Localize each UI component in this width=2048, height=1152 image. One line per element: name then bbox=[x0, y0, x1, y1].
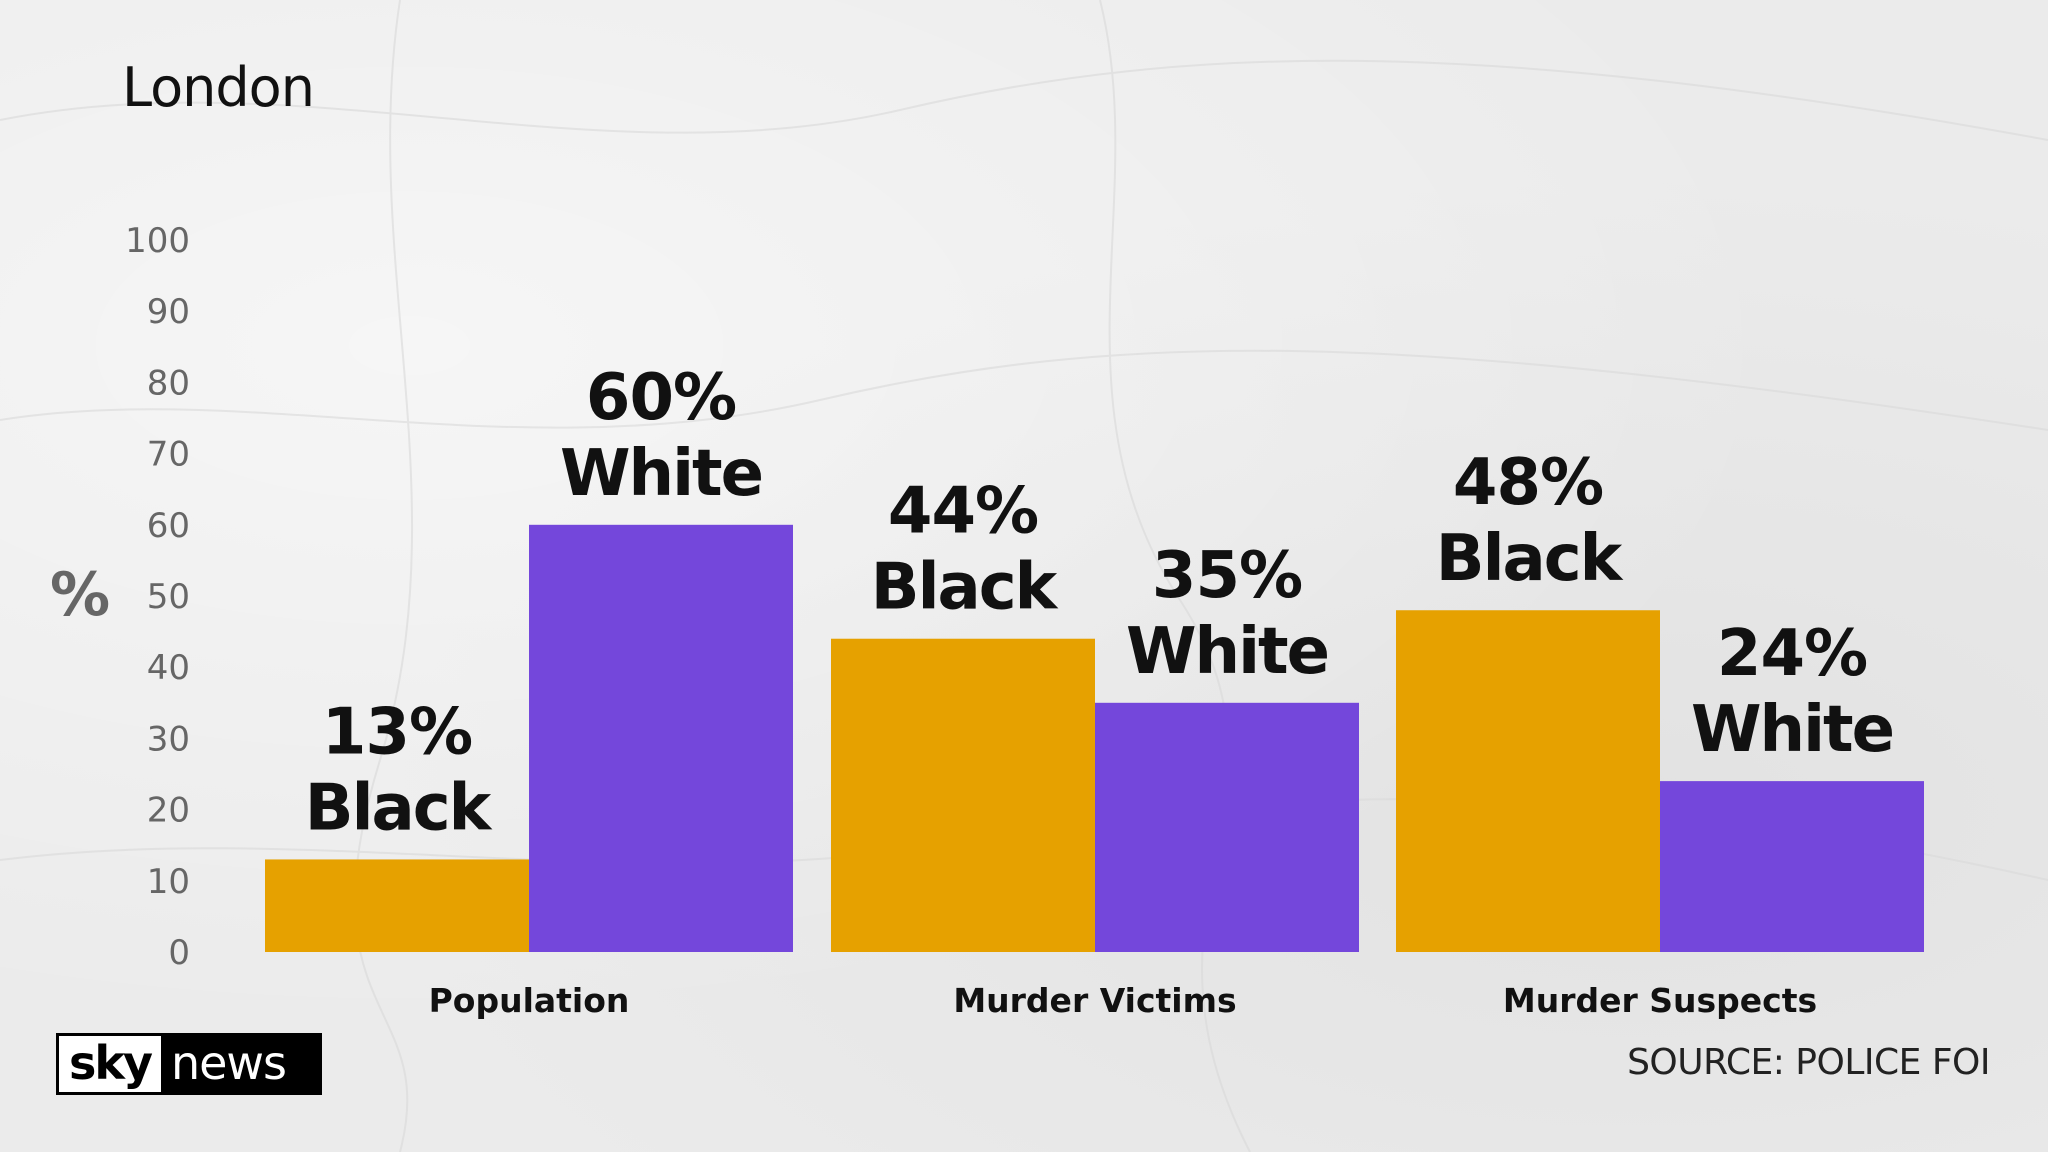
data-label-value: 13% bbox=[322, 695, 472, 769]
bars bbox=[265, 524, 1924, 952]
data-label-value: 60% bbox=[586, 361, 736, 435]
y-tick-label: 70 bbox=[147, 435, 190, 475]
y-axis: 0 10 20 30 40 50 60 70 80 90 100% bbox=[50, 221, 190, 973]
x-category-label: Population bbox=[429, 981, 630, 1020]
y-tick-label: 10 bbox=[147, 862, 190, 902]
logo-news: news bbox=[160, 1036, 319, 1092]
data-label-series: Black bbox=[1436, 522, 1624, 596]
data-label-value: 48% bbox=[1453, 446, 1603, 520]
bar-white-0 bbox=[529, 524, 793, 952]
bar-black-0 bbox=[265, 859, 529, 952]
x-axis: Population Murder Victims Murder Suspects bbox=[429, 981, 1818, 1020]
y-tick-label: 0 bbox=[168, 933, 190, 973]
y-tick-label: 100 bbox=[125, 221, 190, 261]
data-label-series: White bbox=[560, 437, 762, 511]
sky-news-logo: sky news bbox=[56, 1033, 322, 1095]
y-tick-label: 90 bbox=[147, 292, 190, 332]
bar-white-1 bbox=[1095, 702, 1359, 952]
x-category-label: Murder Victims bbox=[953, 981, 1236, 1020]
x-category-label: Murder Suspects bbox=[1503, 981, 1817, 1020]
data-label-value: 44% bbox=[888, 475, 1038, 549]
bar-black-1 bbox=[831, 638, 1095, 952]
data-label-value: 35% bbox=[1152, 539, 1302, 613]
y-axis-label: % bbox=[50, 560, 110, 630]
bar-white-2 bbox=[1660, 781, 1924, 952]
y-tick-label: 80 bbox=[147, 363, 190, 403]
source-note: SOURCE: POLICE FOI bbox=[1627, 1042, 1990, 1083]
data-label-value: 24% bbox=[1717, 617, 1867, 691]
logo-sky: sky bbox=[59, 1036, 161, 1092]
y-tick-label: 20 bbox=[147, 791, 190, 831]
data-label-series: White bbox=[1126, 615, 1328, 689]
chart-title: London bbox=[122, 56, 315, 119]
y-tick-label: 40 bbox=[147, 648, 190, 688]
y-tick-label: 30 bbox=[147, 719, 190, 759]
data-label-series: Black bbox=[871, 551, 1059, 625]
y-tick-label: 60 bbox=[147, 506, 190, 546]
y-tick-label: 50 bbox=[147, 577, 190, 617]
data-label-series: White bbox=[1691, 693, 1893, 767]
bar-black-2 bbox=[1396, 610, 1660, 952]
data-label-series: Black bbox=[305, 771, 493, 845]
